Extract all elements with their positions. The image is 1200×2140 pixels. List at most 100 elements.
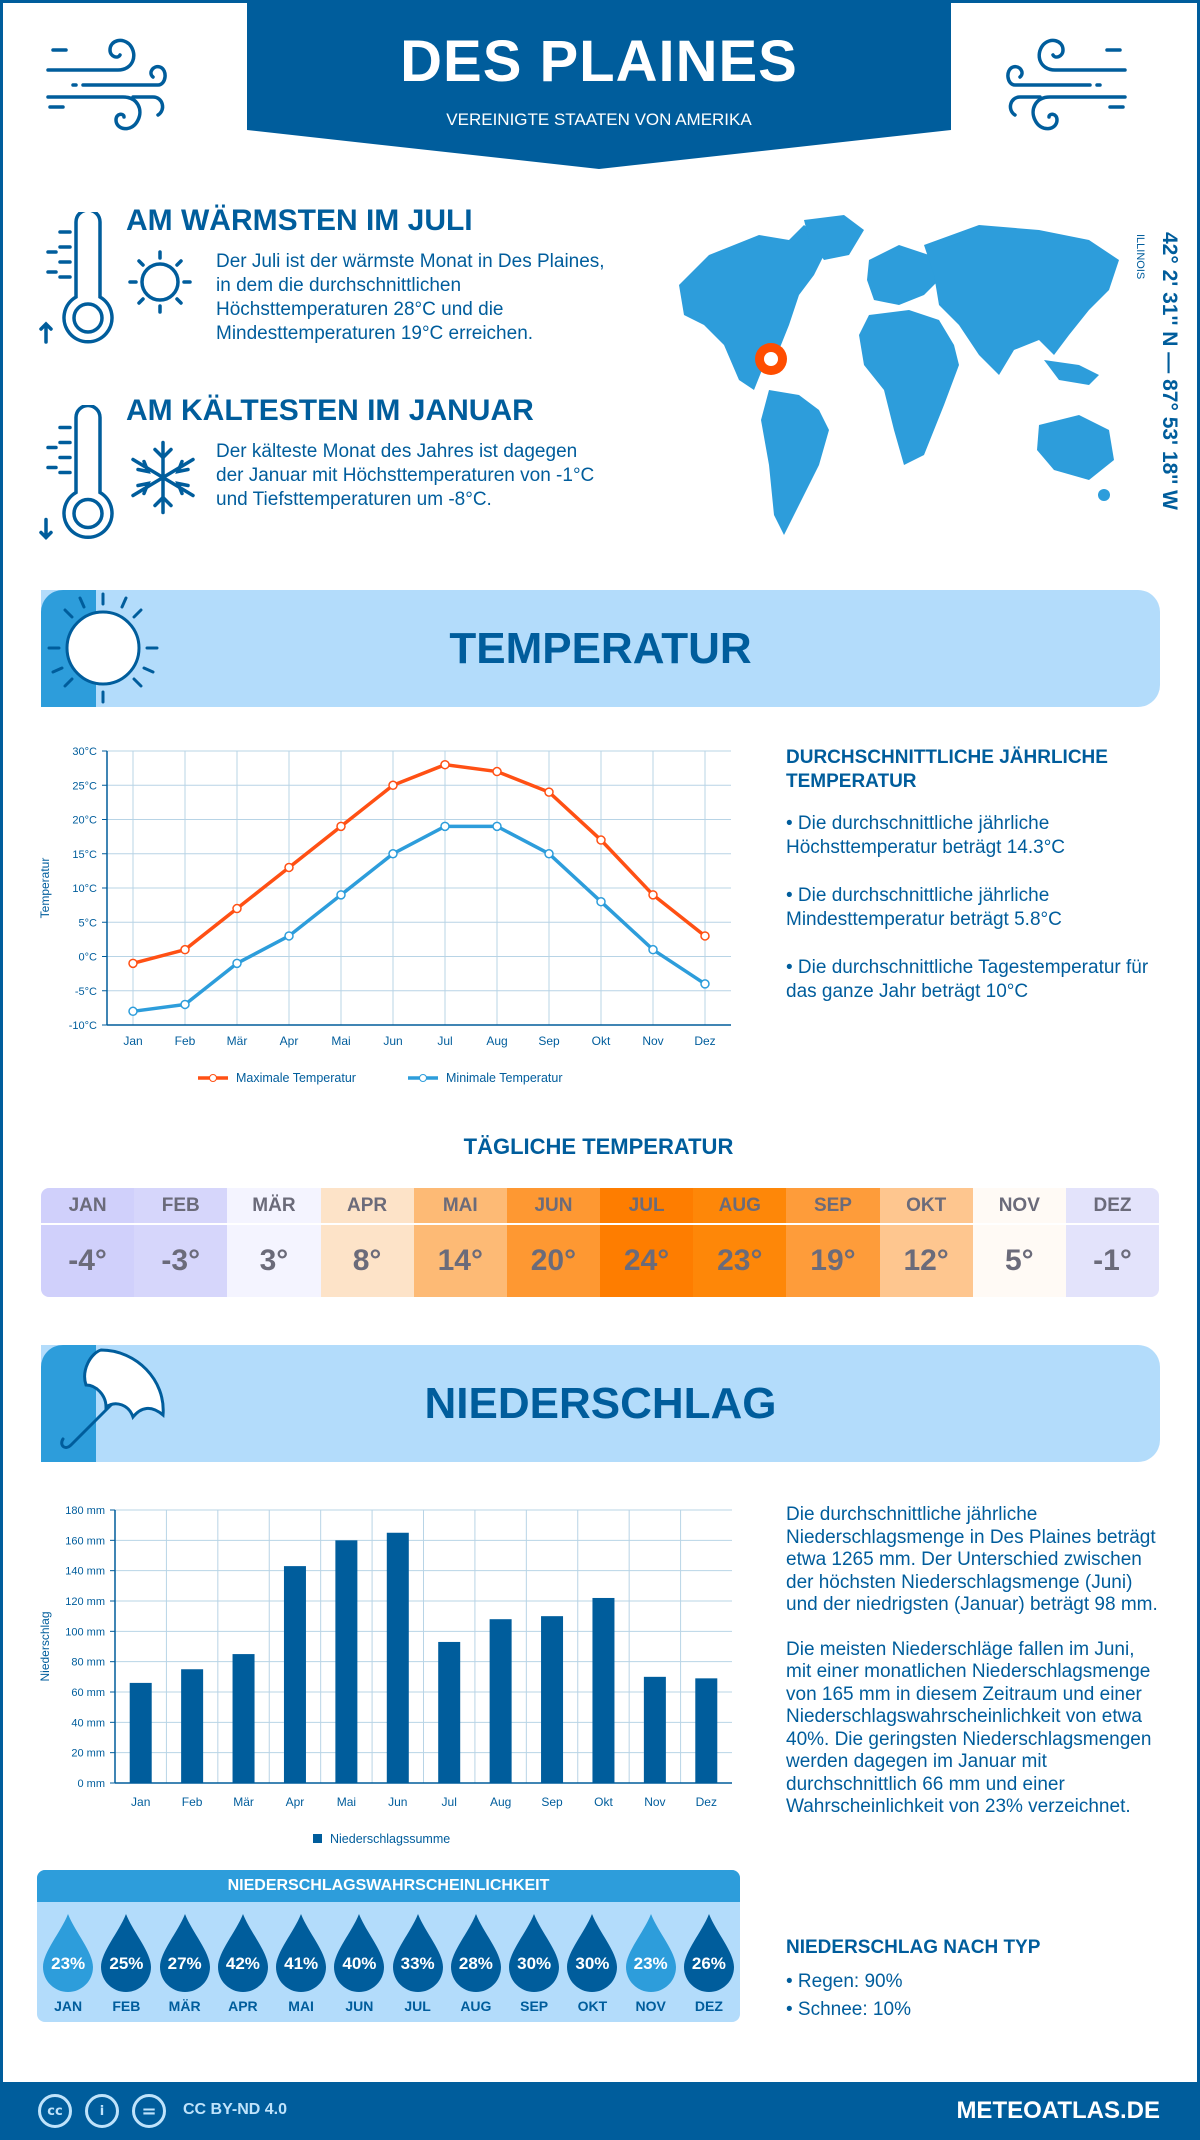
daily-month: OKT xyxy=(879,1188,973,1225)
precipitation-paragraph: Die meisten Niederschläge fallen im Juni… xyxy=(786,1638,1152,1818)
data-point xyxy=(700,931,710,941)
coldest-text-line: der Januar mit Höchsttemperaturen von -1… xyxy=(216,465,595,486)
daily-month: MAI xyxy=(413,1188,507,1225)
temperature-summary-heading: DURCHSCHNITTLICHE JÄHRLICHE TEMPERATUR xyxy=(786,747,1108,792)
data-point xyxy=(544,787,554,797)
bar-Feb xyxy=(181,1669,204,1783)
data-point xyxy=(492,766,502,777)
data-point xyxy=(388,849,398,859)
daily-month: NOV xyxy=(972,1188,1066,1225)
x-tick-label: Jan xyxy=(131,1795,150,1809)
bar-Mär xyxy=(232,1654,255,1783)
raindrop-icon xyxy=(392,1914,443,1992)
wind-icon xyxy=(46,38,167,131)
raindrop-icon xyxy=(43,1914,94,1992)
coldest-text-line: Der kälteste Monat des Jahres ist dagege… xyxy=(216,441,578,462)
daily-value: 14° xyxy=(437,1244,483,1277)
x-tick-label: Apr xyxy=(280,1034,299,1048)
daily-temp-6: JUL 24° xyxy=(600,1188,694,1297)
x-tick-label: Mai xyxy=(331,1034,350,1048)
license-text: CC BY-ND 4.0 xyxy=(183,2101,288,2118)
probability-month: OKT xyxy=(577,1998,608,2014)
footer: cc i = CC BY-ND 4.0 METEOATLAS.DE xyxy=(0,2082,1200,2140)
probability-item: 23% JAN xyxy=(39,1902,97,2014)
probability-month: JUL xyxy=(404,1998,431,2014)
data-point xyxy=(284,931,294,941)
x-tick-label: Nov xyxy=(642,1034,663,1048)
precipitation-probability-heading: NIEDERSCHLAGSWAHRSCHEINLICHKEIT xyxy=(37,1870,740,1902)
y-tick-label: 40 mm xyxy=(71,1717,105,1729)
bar-Sep xyxy=(541,1616,564,1783)
daily-month: JAN xyxy=(41,1188,135,1225)
precipitation-type-rain: • Regen: 90% xyxy=(786,1971,903,1992)
probability-value: 42% xyxy=(225,1954,260,1973)
daily-value: 24° xyxy=(623,1244,670,1277)
probability-item: 25% FEB xyxy=(97,1902,155,2014)
brand-link[interactable]: METEOATLAS.DE xyxy=(956,2097,1160,2124)
probability-value: 27% xyxy=(167,1954,202,1973)
legend-label: Maximale Temperatur xyxy=(236,1071,356,1085)
raindrop-icon xyxy=(334,1914,385,1992)
temperature-banner: TEMPERATUR xyxy=(41,590,1160,707)
legend-label: Minimale Temperatur xyxy=(446,1071,562,1085)
y-tick-label: 20°C xyxy=(72,815,97,827)
raindrop-icon xyxy=(683,1914,734,1992)
probability-value: 30% xyxy=(517,1954,552,1973)
header-banner xyxy=(247,0,951,169)
precipitation-banner: NIEDERSCHLAG xyxy=(41,1345,1160,1462)
data-point xyxy=(284,862,294,873)
x-tick-label: Dez xyxy=(694,1034,715,1048)
x-tick-label: Nov xyxy=(644,1795,665,1809)
precipitation-probability-panel: NIEDERSCHLAGSWAHRSCHEINLICHKEIT 23% JAN 25… xyxy=(37,1870,740,2022)
y-tick-label: 30°C xyxy=(72,746,97,758)
raindrop-icon xyxy=(276,1914,327,1992)
y-axis-label: Temperatur xyxy=(38,858,52,919)
precipitation-title: NIEDERSCHLAG xyxy=(424,1379,777,1428)
bar-Dez xyxy=(695,1678,718,1783)
daily-temperature-table: JAN -4° FEB -3° MÄR 3° APR 8° MAI 14° JUN 20° JUL 24°… xyxy=(41,1188,1159,1297)
data-point xyxy=(648,890,658,900)
probability-value: 28% xyxy=(458,1954,493,1973)
y-axis-label: Niederschlag xyxy=(38,1611,52,1681)
warmest-text-line: Der Juli ist der wärmste Monat in Des Pl… xyxy=(216,251,605,272)
data-point xyxy=(648,944,658,955)
country-subtitle: VEREINIGTE STAATEN VON AMERIKA xyxy=(446,110,752,129)
probability-value: 23% xyxy=(633,1954,668,1973)
probability-value: 25% xyxy=(109,1954,144,1973)
coldest-heading: AM KÄLTESTEN IM JANUAR xyxy=(126,394,534,427)
daily-temp-0: JAN -4° xyxy=(41,1188,135,1297)
data-point xyxy=(128,958,138,969)
probability-month: MAI xyxy=(288,1998,314,2014)
y-tick-label: 15°C xyxy=(72,849,97,861)
x-tick-label: Aug xyxy=(490,1795,511,1809)
sun-icon xyxy=(47,592,159,704)
warmest-text-line: in dem die durchschnittlichen xyxy=(216,275,462,296)
daily-month: DEZ xyxy=(1065,1188,1159,1225)
x-tick-label: Mär xyxy=(227,1034,248,1048)
x-tick-label: Mär xyxy=(233,1795,254,1809)
data-point xyxy=(180,999,190,1010)
daily-value: 20° xyxy=(530,1244,577,1277)
data-point xyxy=(232,903,242,914)
daily-value: -1° xyxy=(1093,1244,1132,1277)
probability-month: NOV xyxy=(635,1998,666,2014)
probability-month: AUG xyxy=(460,1998,492,2014)
probability-month: DEZ xyxy=(694,1998,723,2014)
coordinates-text: 42° 2' 31'' N — 87° 53' 18'' W xyxy=(1158,232,1181,510)
data-point xyxy=(596,896,606,907)
probability-month: JUN xyxy=(345,1998,374,2014)
bar-Nov xyxy=(643,1676,666,1783)
data-point xyxy=(336,821,346,832)
x-tick-label: Okt xyxy=(594,1795,613,1809)
thermometer-snowflake-icon xyxy=(39,405,195,540)
x-tick-label: Aug xyxy=(486,1034,507,1048)
wind-icon xyxy=(1006,38,1127,131)
x-tick-label: Jan xyxy=(123,1034,142,1048)
daily-month: SEP xyxy=(786,1188,880,1225)
bar-Jan xyxy=(129,1682,152,1783)
probability-month: SEP xyxy=(520,1998,549,2014)
daily-temp-4: MAI 14° xyxy=(413,1188,507,1297)
temperature-bullet: • Die durchschnittliche jährliche Mindes… xyxy=(786,885,1062,930)
raindrop-icon xyxy=(625,1914,676,1992)
probability-value: 23% xyxy=(51,1954,86,1973)
